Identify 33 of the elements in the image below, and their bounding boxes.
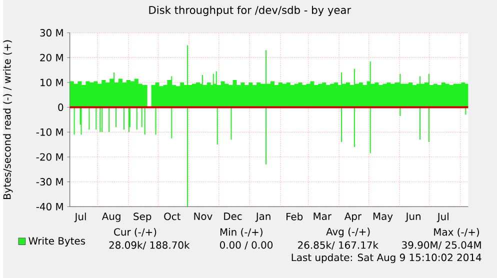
y-tick-label: 0 bbox=[58, 103, 64, 111]
x-tick-label: Jul bbox=[436, 212, 448, 222]
y-tick-label: -20 M bbox=[36, 153, 63, 161]
x-tick-label: Jan bbox=[255, 212, 270, 222]
text: Cur (-/+) bbox=[114, 228, 156, 237]
y-tick-label: 30 M bbox=[40, 28, 63, 36]
text: Last update: Sat Aug 9 15:10:02 2014 bbox=[292, 253, 482, 264]
text: 0.00 / 0.00 bbox=[220, 241, 273, 250]
y-tick-label: 20 M bbox=[40, 54, 63, 62]
y-tick-label: -10 M bbox=[36, 128, 63, 136]
y-tick-label: -30 M bbox=[36, 178, 63, 186]
y-axis-title: Bytes/second read (-) / write (+) bbox=[3, 40, 13, 199]
x-tick-label: Jun bbox=[405, 212, 420, 222]
text: Min (-/+) bbox=[220, 228, 262, 237]
x-tick-label: Nov bbox=[194, 212, 212, 220]
text: 26.85k/ 167.17k bbox=[298, 241, 378, 250]
x-tick-label: Feb bbox=[286, 212, 303, 220]
y-tick-label: -40 M bbox=[36, 202, 63, 210]
text: 28.09k/ 188.70k bbox=[109, 241, 190, 250]
x-tick-label: Sep bbox=[134, 212, 152, 222]
x-tick-label: Mar bbox=[314, 212, 332, 220]
legend-label: Write Bytes bbox=[28, 236, 86, 246]
x-tick-label: Dec bbox=[224, 212, 242, 220]
x-tick-label: Oct bbox=[164, 212, 181, 220]
x-tick-label: Apr bbox=[344, 212, 362, 222]
x-tick-label: Aug bbox=[102, 212, 120, 222]
text: Max (-/+) bbox=[434, 228, 479, 237]
text: 39.90M/ 25.04M bbox=[402, 241, 481, 250]
x-tick-label: May bbox=[373, 212, 393, 222]
y-tick-label: 10 M bbox=[40, 78, 63, 86]
x-tick-label: Jul bbox=[74, 212, 86, 222]
chart-title: Disk throughput for /dev/sdb - by year bbox=[149, 6, 352, 16]
text: Avg (-/+) bbox=[326, 228, 370, 238]
